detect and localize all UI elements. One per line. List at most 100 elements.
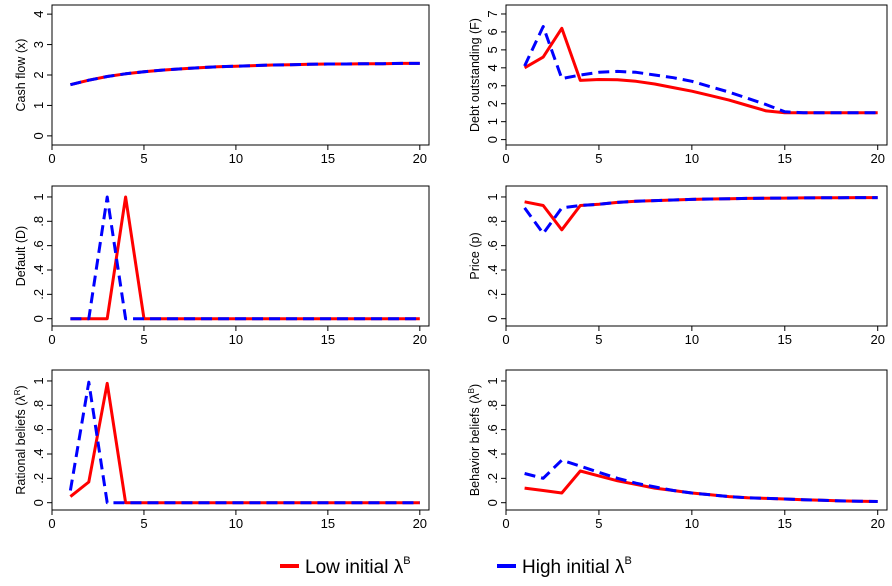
x-tick-label: 20 bbox=[413, 516, 427, 531]
chart-panel-1: 0 5 10 15 20 0 1 2 3 4 Cash flow (x) bbox=[14, 4, 430, 166]
y-tick-label: .4 bbox=[31, 449, 46, 460]
y-tick-label: 0 bbox=[31, 132, 46, 139]
plot-frame bbox=[51, 185, 430, 327]
y-tick-label: 1 bbox=[485, 193, 500, 200]
x-tick-label: 20 bbox=[413, 151, 427, 166]
y-tick-label: 1 bbox=[485, 118, 500, 125]
legend-label: High initial λB bbox=[522, 555, 632, 578]
y-tick-label: 4 bbox=[485, 64, 500, 71]
x-tick-label: 10 bbox=[685, 332, 699, 347]
legend: Low initial λB High initial λB bbox=[280, 555, 632, 578]
series-line-low bbox=[524, 469, 878, 503]
y-tick-label: .6 bbox=[485, 424, 500, 435]
plot-frame bbox=[51, 369, 430, 511]
y-axis-title-text: Default (D) bbox=[14, 226, 28, 286]
y-tick-label: 3 bbox=[31, 41, 46, 48]
y-tick-label: 0 bbox=[485, 315, 500, 322]
x-tick-label: 10 bbox=[229, 516, 243, 531]
y-tick-label: .8 bbox=[485, 400, 500, 411]
x-tick-label: 10 bbox=[229, 332, 243, 347]
x-tick-label: 0 bbox=[502, 332, 509, 347]
chart-panel-3: 0 5 10 15 20 0 .2 .4 .6 .8 1 Default (D) bbox=[14, 185, 430, 347]
y-axis-title: Cash flow (x) bbox=[14, 39, 28, 112]
x-tick-label: 5 bbox=[140, 516, 147, 531]
y-axis-title: Behavior beliefs (λB) bbox=[467, 384, 482, 496]
x-tick-label: 20 bbox=[870, 332, 884, 347]
x-tick-label: 15 bbox=[778, 332, 792, 347]
y-axis-title-superscript: R bbox=[13, 389, 22, 395]
y-tick-label: 1 bbox=[31, 377, 46, 384]
y-tick-label: 1 bbox=[31, 193, 46, 200]
series-line-high bbox=[523, 25, 878, 115]
x-tick-label: 20 bbox=[870, 151, 884, 166]
x-tick-label: 0 bbox=[502, 151, 509, 166]
y-tick-label: 1 bbox=[31, 102, 46, 109]
x-tick-label: 0 bbox=[48, 516, 55, 531]
y-axis-title-text: Rational beliefs (λ bbox=[14, 395, 28, 495]
y-axis-title-text: Cash flow (x) bbox=[14, 39, 28, 112]
y-tick-label: .4 bbox=[485, 449, 500, 460]
y-axis-title-superscript: B bbox=[467, 388, 476, 393]
x-tick-label: 20 bbox=[870, 516, 884, 531]
y-tick-label: .4 bbox=[31, 265, 46, 276]
legend-item-low: Low initial λB bbox=[280, 555, 411, 578]
series-line-high bbox=[70, 195, 420, 321]
legend-label-text: Low initial λ bbox=[305, 557, 404, 578]
x-tick-label: 0 bbox=[502, 516, 509, 531]
series-line-high bbox=[70, 61, 420, 87]
legend-label: Low initial λB bbox=[305, 555, 411, 578]
y-tick-label: 7 bbox=[485, 10, 500, 17]
y-tick-label: .6 bbox=[31, 424, 46, 435]
y-axis-title: Price (p) bbox=[468, 232, 482, 279]
y-tick-label: .8 bbox=[31, 400, 46, 411]
y-tick-label: .2 bbox=[485, 473, 500, 484]
y-axis-title: Rational beliefs (λR) bbox=[13, 385, 28, 494]
x-tick-label: 10 bbox=[685, 151, 699, 166]
x-tick-label: 15 bbox=[321, 516, 335, 531]
y-tick-label: 4 bbox=[31, 11, 46, 18]
series-line-low bbox=[523, 26, 878, 115]
chart-panel-4: 0 5 10 15 20 0 .2 .4 .6 .8 1 Price (p) bbox=[468, 185, 888, 347]
y-axis-title-text: Debt outstanding (F) bbox=[468, 18, 482, 132]
series-line-high bbox=[524, 458, 878, 503]
x-tick-label: 5 bbox=[595, 151, 602, 166]
y-tick-label: .2 bbox=[485, 289, 500, 300]
x-tick-label: 20 bbox=[413, 332, 427, 347]
x-tick-label: 15 bbox=[778, 151, 792, 166]
series-line-high bbox=[523, 196, 878, 235]
y-tick-label: .8 bbox=[31, 216, 46, 227]
y-axis-title: Default (D) bbox=[14, 226, 28, 286]
plot-frame bbox=[505, 185, 888, 327]
y-tick-label: 2 bbox=[31, 71, 46, 78]
y-tick-label: .6 bbox=[485, 240, 500, 251]
legend-label-superscript: B bbox=[624, 555, 631, 567]
series-line-low bbox=[69, 381, 420, 505]
legend-item-high: High initial λB bbox=[497, 555, 632, 578]
legend-label-text: High initial λ bbox=[522, 557, 625, 578]
y-axis-title-close: ) bbox=[468, 384, 482, 388]
y-tick-label: 6 bbox=[485, 28, 500, 35]
y-tick-label: .2 bbox=[31, 473, 46, 484]
y-tick-label: 2 bbox=[485, 100, 500, 107]
x-tick-label: 10 bbox=[685, 516, 699, 531]
y-tick-label: .8 bbox=[485, 216, 500, 227]
plot-frame bbox=[505, 4, 888, 146]
y-axis-title-text: Behavior beliefs (λ bbox=[468, 393, 482, 497]
plot-frame bbox=[505, 369, 888, 511]
y-axis-title-text: Price (p) bbox=[468, 232, 482, 279]
x-tick-label: 15 bbox=[778, 516, 792, 531]
x-tick-label: 0 bbox=[48, 151, 55, 166]
y-tick-label: 0 bbox=[31, 499, 46, 506]
x-tick-label: 5 bbox=[595, 332, 602, 347]
y-tick-label: .6 bbox=[31, 240, 46, 251]
y-axis-title: Debt outstanding (F) bbox=[468, 18, 482, 132]
legend-label-superscript: B bbox=[403, 555, 410, 567]
series-line-low bbox=[524, 196, 878, 232]
y-tick-label: 3 bbox=[485, 82, 500, 89]
y-tick-label: 0 bbox=[485, 499, 500, 506]
